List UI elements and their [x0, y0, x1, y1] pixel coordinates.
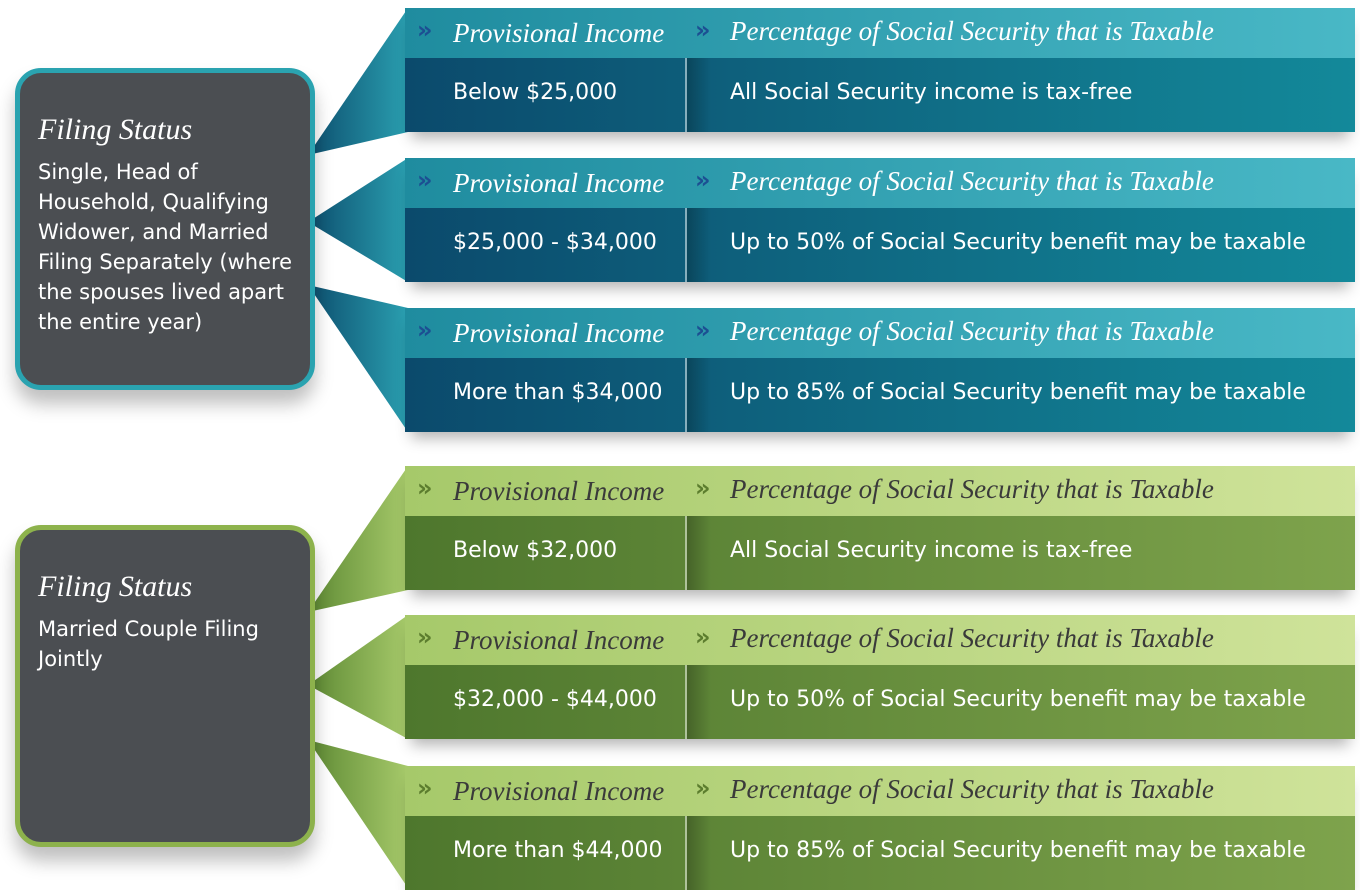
divider — [685, 665, 711, 739]
income-range: Below $32,000 — [453, 538, 618, 563]
status-title: Filing Status — [38, 570, 193, 603]
tier-row: » Provisional Income » Percentage of Social… — [405, 766, 1355, 890]
status-title: Filing Status — [38, 113, 193, 146]
arrow-icon: » — [417, 166, 433, 194]
header-right: Percentage of Social Security that is Ta… — [730, 166, 1214, 196]
divider — [685, 208, 711, 282]
arrow-icon: » — [695, 16, 711, 44]
tier-row: » Provisional Income » Percentage of Social… — [405, 308, 1355, 432]
arrow-icon: » — [695, 474, 711, 502]
arrow-icon: » — [417, 16, 433, 44]
connector — [308, 158, 408, 282]
status-text: Single, Head of Household, Qualifying Wi… — [38, 160, 293, 334]
divider — [685, 58, 711, 132]
connector — [308, 285, 408, 432]
taxable-text: Up to 85% of Social Security benefit may… — [730, 380, 1306, 405]
tier-row: » Provisional Income » Percentage of Social… — [405, 158, 1355, 282]
divider — [685, 358, 711, 432]
income-range: $25,000 - $34,000 — [453, 230, 657, 255]
arrow-icon: » — [417, 623, 433, 651]
tier-row: » Provisional Income » Percentage of Social… — [405, 8, 1355, 132]
tier-body: $25,000 - $34,000 Up to 50% of Social Sec… — [405, 208, 1355, 282]
arrow-icon: » — [695, 774, 711, 802]
taxable-text: All Social Security income is tax-free — [730, 80, 1133, 105]
status-text: Married Couple Filing Jointly — [38, 617, 259, 671]
taxable-text: Up to 50% of Social Security benefit may… — [730, 230, 1306, 255]
tier-body: Below $32,000 All Social Security income … — [405, 516, 1355, 590]
tier-body: More than $34,000 Up to 85% of Social Sec… — [405, 358, 1355, 432]
header-left: Provisional Income — [453, 625, 665, 655]
income-range: Below $25,000 — [453, 80, 618, 105]
divider — [685, 816, 711, 890]
status-box: Filing Status Single, Head of Household, … — [15, 68, 315, 390]
tier-row: » Provisional Income » Percentage of Social… — [405, 466, 1355, 590]
income-range: $32,000 - $44,000 — [453, 687, 657, 712]
header-left: Provisional Income — [453, 776, 665, 806]
arrow-icon: » — [695, 623, 711, 651]
income-range: More than $34,000 — [453, 380, 663, 405]
connector — [308, 466, 408, 612]
arrow-icon: » — [417, 774, 433, 802]
tier-body: More than $44,000 Up to 85% of Social Sec… — [405, 816, 1355, 890]
connector — [308, 8, 408, 155]
taxable-text: All Social Security income is tax-free — [730, 538, 1133, 563]
arrow-icon: » — [695, 316, 711, 344]
status-box: Filing Status Married Couple Filing Joint… — [15, 525, 315, 847]
tier-body: $32,000 - $44,000 Up to 50% of Social Sec… — [405, 665, 1355, 739]
header-right: Percentage of Social Security that is Ta… — [730, 623, 1214, 653]
header-right: Percentage of Social Security that is Ta… — [730, 474, 1214, 504]
header-left: Provisional Income — [453, 18, 665, 48]
header-left: Provisional Income — [453, 318, 665, 348]
tier-header: » Provisional Income » Percentage of Social… — [405, 158, 1355, 208]
header-right: Percentage of Social Security that is Ta… — [730, 316, 1214, 346]
tier-row: » Provisional Income » Percentage of Social… — [405, 615, 1355, 739]
connector — [308, 615, 408, 739]
arrow-icon: » — [417, 316, 433, 344]
tier-header: » Provisional Income » Percentage of Social… — [405, 615, 1355, 665]
header-left: Provisional Income — [453, 476, 665, 506]
header-right: Percentage of Social Security that is Ta… — [730, 774, 1214, 804]
taxable-text: Up to 85% of Social Security benefit may… — [730, 838, 1306, 863]
tier-header: » Provisional Income » Percentage of Social… — [405, 8, 1355, 58]
tier-body: Below $25,000 All Social Security income … — [405, 58, 1355, 132]
arrow-icon: » — [695, 166, 711, 194]
header-right: Percentage of Social Security that is Ta… — [730, 16, 1214, 46]
arrow-icon: » — [417, 474, 433, 502]
tier-header: » Provisional Income » Percentage of Social… — [405, 766, 1355, 816]
taxable-text: Up to 50% of Social Security benefit may… — [730, 687, 1306, 712]
tier-header: » Provisional Income » Percentage of Social… — [405, 308, 1355, 358]
tier-header: » Provisional Income » Percentage of Social… — [405, 466, 1355, 516]
connector — [308, 740, 408, 888]
divider — [685, 516, 711, 590]
header-left: Provisional Income — [453, 168, 665, 198]
income-range: More than $44,000 — [453, 838, 663, 863]
